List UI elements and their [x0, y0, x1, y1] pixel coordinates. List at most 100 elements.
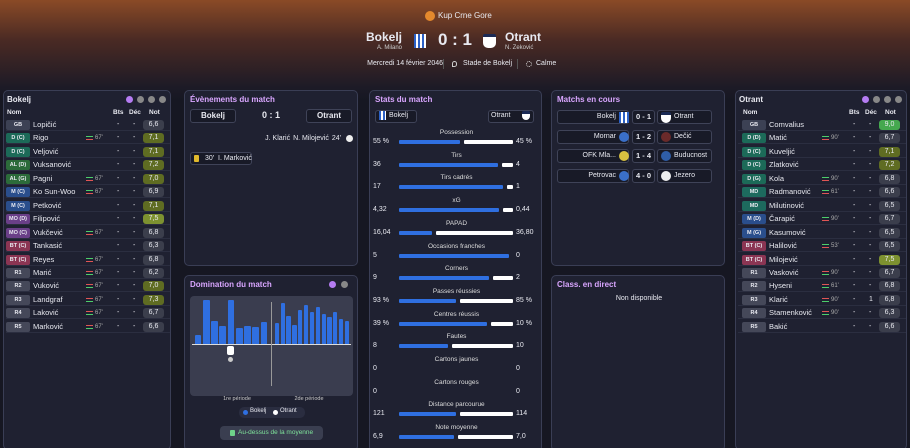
- goal-scorer: J. Klarić: [265, 135, 291, 142]
- player-name[interactable]: Kasumović: [769, 227, 806, 237]
- weather: Calme: [536, 60, 557, 67]
- page-dot[interactable]: [862, 96, 869, 103]
- player-name[interactable]: Kuveljić: [769, 146, 795, 156]
- match-row[interactable]: Bokelj 0 - 1 Otrant: [557, 110, 712, 124]
- away-value: 10: [516, 342, 524, 350]
- player-name[interactable]: Vuković: [33, 281, 59, 291]
- match-row[interactable]: Petrovac 4 - 0 Jezero: [557, 168, 712, 183]
- stat-name: Passes réussies: [432, 287, 481, 295]
- player-name[interactable]: Marković: [33, 321, 64, 331]
- page-dot[interactable]: [884, 96, 891, 103]
- player-name[interactable]: Matić: [769, 133, 787, 143]
- goals: -: [853, 295, 856, 303]
- player-name[interactable]: Halilović: [769, 241, 797, 251]
- goals: -: [117, 147, 120, 155]
- decisive-passes: -: [869, 188, 872, 196]
- away-bar: [451, 344, 513, 349]
- decisive-passes: -: [133, 228, 136, 236]
- player-name[interactable]: Kola: [769, 173, 785, 183]
- player-row: [738, 321, 906, 333]
- sub-minute: 90': [831, 269, 839, 276]
- player-name[interactable]: Vuksanović: [33, 160, 72, 170]
- player-name[interactable]: Ko Sun-Woo: [33, 187, 76, 197]
- player-name[interactable]: Tankasić: [33, 241, 63, 251]
- player-name[interactable]: Stamenković: [769, 308, 812, 318]
- page-dot[interactable]: [137, 96, 144, 103]
- page-dot[interactable]: [126, 96, 133, 103]
- stat-name: Tirs cadrés: [440, 174, 473, 182]
- player-name[interactable]: Vukčević: [33, 227, 63, 237]
- domination-bar: [333, 311, 338, 344]
- away-box: [657, 149, 712, 164]
- match-row[interactable]: Mornar 1 - 2 Dečić: [557, 129, 712, 144]
- away-bar: [502, 208, 513, 213]
- sub-minute: 61': [831, 283, 839, 290]
- legend-dot: [243, 410, 248, 415]
- team-crest: [414, 34, 426, 48]
- home-team: Petrovac: [588, 171, 616, 179]
- sub-icon: [86, 284, 93, 289]
- player-name[interactable]: Bakić: [769, 321, 788, 331]
- column-header: Déc: [865, 109, 877, 116]
- player-name[interactable]: Veljović: [33, 146, 59, 156]
- panel-title: Class. en direct: [557, 280, 617, 289]
- team-crest: [619, 131, 629, 142]
- player-name[interactable]: Pagni: [33, 173, 53, 183]
- goals: -: [117, 295, 120, 303]
- away-bar: [506, 185, 513, 190]
- page-dot[interactable]: [329, 281, 336, 288]
- average-button[interactable]: Au-dessus de la moyenne: [220, 426, 323, 440]
- player-name[interactable]: Klarić: [769, 294, 788, 304]
- minute: 24': [331, 135, 341, 142]
- player-name[interactable]: Comvalius: [769, 120, 805, 129]
- position-badge: R1: [742, 267, 766, 278]
- player-row: [738, 132, 906, 145]
- stat-name: Tirs: [451, 151, 462, 159]
- home-value: 0: [373, 365, 377, 372]
- team-crest: [661, 131, 671, 142]
- player-name[interactable]: Radmanović: [769, 187, 811, 197]
- player-name[interactable]: Vasković: [769, 267, 799, 277]
- player-name[interactable]: Zlatković: [769, 160, 799, 170]
- page-dot[interactable]: [159, 96, 166, 103]
- page-dot[interactable]: [873, 96, 880, 103]
- page-dot[interactable]: [148, 96, 155, 103]
- match-date: Mercredi 14 février 2046: [367, 60, 443, 67]
- domination-bar: [211, 321, 218, 344]
- player-row: [6, 227, 170, 239]
- player-name[interactable]: Rigo: [33, 133, 49, 143]
- goal-marker: [227, 346, 234, 355]
- event-text: J. Klarić N. Milojević 24': [265, 135, 344, 142]
- player-name[interactable]: Landgraf: [33, 294, 63, 304]
- player-name[interactable]: Milutinović: [769, 200, 805, 210]
- match-row[interactable]: OFK Mla... 1 - 4 Buducnost: [557, 149, 712, 164]
- page-dot[interactable]: [341, 281, 348, 288]
- goals: -: [117, 188, 120, 196]
- panel-title: Otrant: [739, 95, 763, 104]
- stats-panel: Stats du match Bokelj Otrant Possession 55 %…: [369, 90, 542, 448]
- player-name[interactable]: Laković: [33, 308, 59, 318]
- page-dot[interactable]: [895, 96, 902, 103]
- player-name[interactable]: Reyes: [33, 254, 55, 264]
- sub-minute: 67': [95, 283, 103, 290]
- home-bar: [399, 435, 454, 440]
- player-name[interactable]: Milojević: [769, 254, 798, 264]
- player-name[interactable]: Marić: [33, 267, 52, 277]
- sub-icon: [86, 257, 93, 262]
- sub-minute: 67': [95, 256, 103, 263]
- player-row: [738, 200, 906, 212]
- rating: 7,2: [879, 160, 900, 171]
- score-box: 4 - 0: [632, 168, 655, 183]
- player-name[interactable]: Lopičić: [33, 120, 57, 129]
- player-name[interactable]: Petković: [33, 200, 62, 210]
- domination-bar: [286, 316, 291, 344]
- sub-minute: 67': [95, 229, 103, 236]
- thumb-icon: [230, 430, 235, 436]
- player-name[interactable]: Čarapić: [769, 214, 795, 224]
- away-value: 0: [516, 251, 520, 259]
- player-row: [6, 280, 170, 293]
- away-value: 4: [516, 160, 520, 168]
- player-name[interactable]: Hyseni: [769, 281, 792, 291]
- away-value: 0,44: [516, 206, 530, 214]
- player-name[interactable]: Filipović: [33, 214, 61, 224]
